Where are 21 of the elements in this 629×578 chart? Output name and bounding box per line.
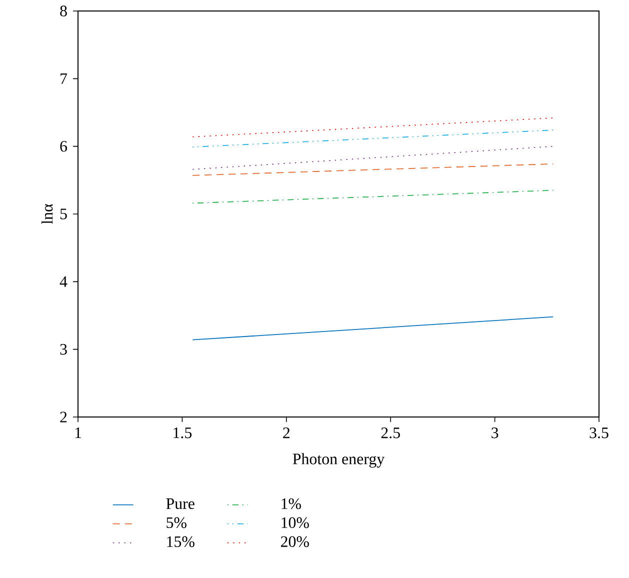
x-tick-label: 3: [492, 428, 498, 438]
y-tick-label: 6: [60, 140, 68, 152]
x-tick-label: 1.5: [174, 428, 192, 438]
x-tick-label: 1: [75, 428, 82, 438]
x-axis-title: Photon energy: [292, 453, 385, 468]
y-tick-label: 7: [60, 73, 68, 84]
legend-label: 5%: [166, 517, 186, 528]
y-tick-label: 8: [60, 6, 67, 16]
y-axis-title: lnα: [41, 204, 53, 224]
legend-label: 1%: [282, 498, 301, 510]
legend-label: 15%: [167, 536, 194, 548]
y-tick-label: 4: [60, 276, 68, 287]
y-tick-label: 3: [60, 344, 67, 355]
legend-label: 10%: [282, 517, 309, 528]
y-tick-label: 2: [60, 412, 67, 422]
x-tick-label: 3.5: [590, 428, 608, 438]
x-tick-label: 2: [283, 428, 290, 438]
y-tick-label: 5: [60, 208, 67, 220]
x-tick-label: 2.5: [381, 428, 400, 438]
legend-label: 20%: [280, 536, 309, 548]
legend-label: Pure: [166, 498, 194, 509]
